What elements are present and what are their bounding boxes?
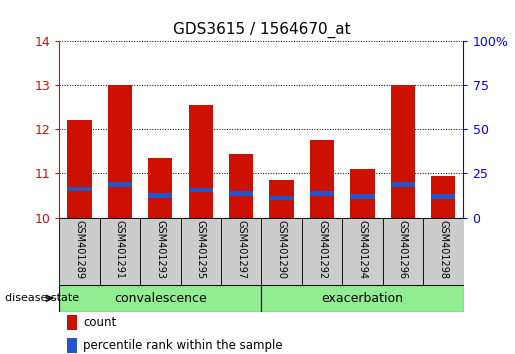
Bar — [261, 285, 464, 312]
Bar — [140, 218, 180, 285]
Bar — [221, 218, 261, 285]
Bar — [310, 191, 334, 195]
Text: disease state: disease state — [5, 293, 79, 303]
Bar — [148, 193, 173, 198]
Text: exacerbation: exacerbation — [321, 292, 403, 305]
Bar — [108, 85, 132, 218]
Text: GSM401295: GSM401295 — [196, 220, 205, 279]
Bar — [391, 182, 415, 187]
Bar — [67, 338, 77, 353]
Title: GDS3615 / 1564670_at: GDS3615 / 1564670_at — [173, 22, 350, 38]
Bar — [431, 194, 455, 199]
Bar — [67, 315, 77, 330]
Bar — [431, 176, 455, 218]
Text: GSM401297: GSM401297 — [236, 220, 246, 279]
Bar — [350, 194, 374, 199]
Bar — [269, 196, 294, 200]
Bar — [269, 180, 294, 218]
Bar — [67, 187, 92, 191]
Text: GSM401289: GSM401289 — [75, 220, 84, 279]
Bar — [423, 218, 464, 285]
Bar — [391, 85, 415, 218]
Bar — [188, 105, 213, 218]
Bar — [383, 218, 423, 285]
Text: GSM401292: GSM401292 — [317, 220, 327, 279]
Bar — [310, 140, 334, 218]
Bar — [67, 120, 92, 218]
Text: percentile rank within the sample: percentile rank within the sample — [83, 339, 283, 352]
Bar — [350, 169, 374, 218]
Text: GSM401290: GSM401290 — [277, 220, 286, 279]
Bar — [261, 218, 302, 285]
Text: convalescence: convalescence — [114, 292, 207, 305]
Bar — [342, 218, 383, 285]
Bar — [188, 188, 213, 192]
Bar — [302, 218, 342, 285]
Bar — [229, 191, 253, 195]
Text: GSM401293: GSM401293 — [156, 220, 165, 279]
Text: GSM401298: GSM401298 — [438, 220, 448, 279]
Bar — [100, 218, 140, 285]
Bar — [59, 285, 261, 312]
Text: GSM401296: GSM401296 — [398, 220, 408, 279]
Bar — [59, 218, 100, 285]
Bar — [108, 182, 132, 187]
Bar — [180, 218, 221, 285]
Text: count: count — [83, 316, 117, 329]
Text: GSM401291: GSM401291 — [115, 220, 125, 279]
Text: GSM401294: GSM401294 — [357, 220, 367, 279]
Bar — [148, 158, 173, 218]
Bar — [229, 154, 253, 218]
